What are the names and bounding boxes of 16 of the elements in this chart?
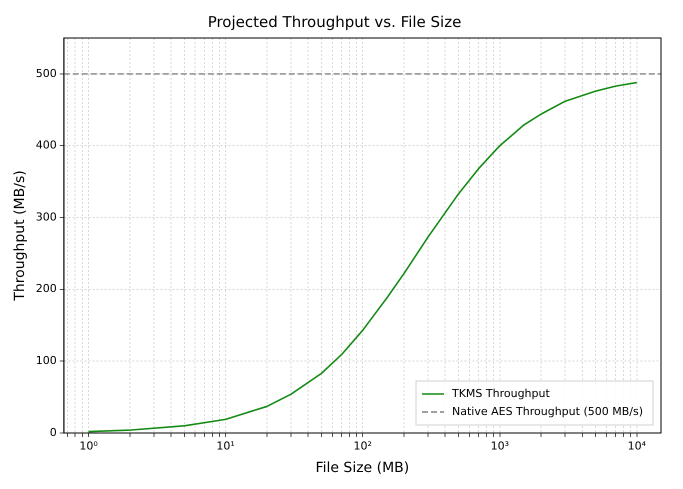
y-tick-label: 400 [36, 138, 57, 152]
x-tick-label: 10⁰ [79, 439, 98, 452]
y-tick-label: 100 [36, 354, 57, 368]
x-axis-title: File Size (MB) [316, 460, 410, 476]
x-tick-label: 10⁴ [628, 439, 647, 452]
chart-title: Projected Throughput vs. File Size [208, 12, 462, 31]
y-axis-title: Throughput (MB/s) [12, 170, 28, 302]
y-tick-label: 200 [36, 282, 57, 296]
legend-label: TKMS Throughput [450, 386, 550, 400]
y-tick-label: 500 [36, 66, 57, 80]
y-tick-label: 0 [50, 426, 57, 439]
x-tick-label: 10² [353, 439, 372, 452]
legend-label: Native AES Throughput (500 MB/s) [452, 404, 644, 418]
y-tick-label: 300 [36, 210, 57, 224]
x-tick-label: 10¹ [216, 439, 235, 452]
x-tick-label: 10³ [490, 439, 509, 452]
